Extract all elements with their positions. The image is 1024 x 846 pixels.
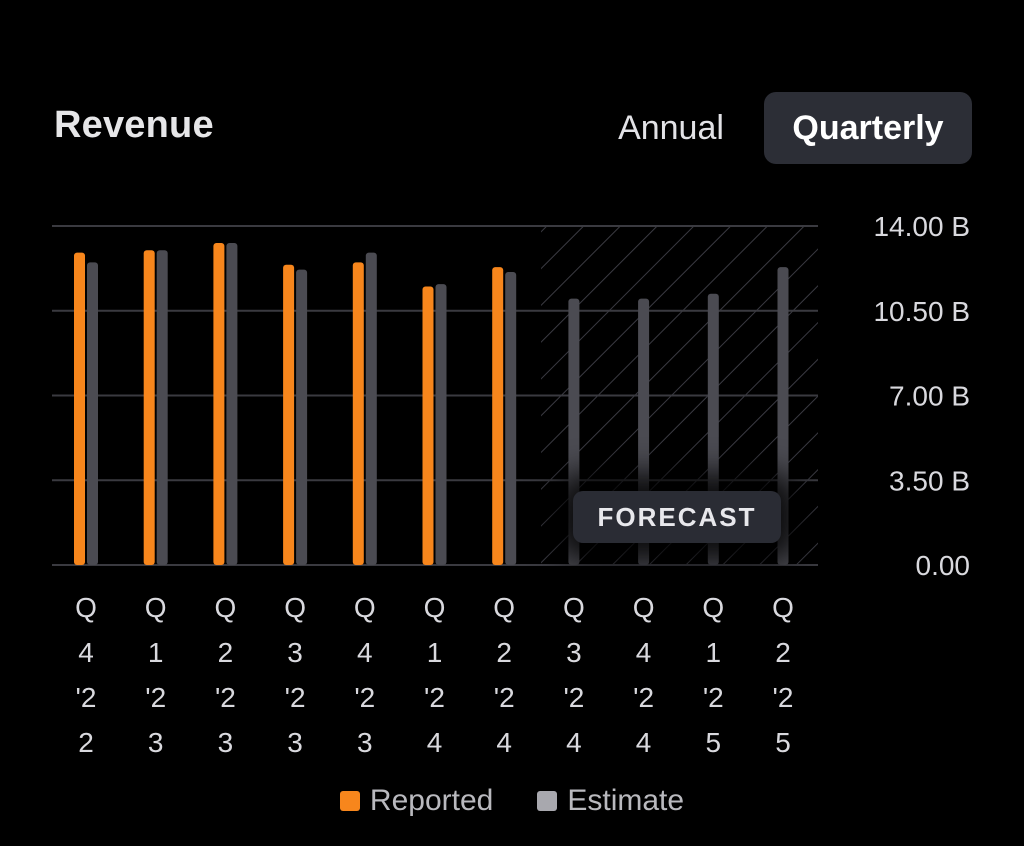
x-tick-line: 3 [218, 727, 234, 758]
chart-legend: Reported Estimate [0, 784, 1024, 818]
x-tick-label: Q 4 '2 3 [354, 592, 376, 758]
x-tick-label: Q 4 '2 2 [75, 592, 97, 758]
bar-estimate[interactable] [505, 272, 517, 565]
x-tick-line: Q [215, 592, 237, 623]
x-tick-line: '2 [424, 682, 445, 713]
legend-item-estimate: Estimate [537, 784, 684, 818]
x-tick-line: '2 [494, 682, 515, 713]
x-tick-line: '2 [76, 682, 97, 713]
x-tick-line: 4 [357, 637, 373, 668]
x-tick-line: Q [424, 592, 446, 623]
x-tick-line: 4 [636, 727, 652, 758]
x-tick-line: Q [563, 592, 585, 623]
bar-reported[interactable] [352, 262, 364, 565]
x-tick-line: 4 [427, 727, 443, 758]
x-tick-label: Q 3 '2 4 [563, 592, 585, 758]
bar-reported[interactable] [143, 250, 155, 565]
forecast-badge: FORECAST [573, 491, 781, 543]
x-tick-line: Q [493, 592, 515, 623]
x-tick-line: '2 [215, 682, 236, 713]
x-tick-line: 1 [427, 637, 443, 668]
bar-estimate[interactable] [296, 269, 308, 565]
x-tick-line: Q [75, 592, 97, 623]
bar-estimate[interactable] [365, 252, 377, 565]
bar-estimate[interactable] [156, 250, 168, 565]
x-tick-line: 3 [287, 637, 303, 668]
x-tick-line: '2 [773, 682, 794, 713]
x-tick-line: '2 [563, 682, 584, 713]
x-tick-line: Q [284, 592, 306, 623]
bar-estimate[interactable] [87, 262, 98, 565]
x-tick-line: 3 [357, 727, 373, 758]
legend-label-estimate: Estimate [567, 784, 685, 817]
annual-toggle-button[interactable]: Annual [618, 108, 724, 147]
bar-estimate[interactable] [226, 242, 238, 565]
x-tick-line: 4 [636, 637, 652, 668]
bar-reported[interactable] [74, 252, 85, 565]
x-tick-line: Q [633, 592, 655, 623]
x-tick-line: Q [354, 592, 376, 623]
legend-label-reported: Reported [369, 784, 494, 817]
x-tick-line: Q [702, 592, 724, 623]
x-tick-line: '2 [703, 682, 724, 713]
x-tick-line: 2 [775, 637, 791, 668]
x-tick-line: 4 [78, 637, 94, 668]
chart-title: Revenue [54, 104, 214, 146]
bar-reported[interactable] [492, 267, 504, 565]
y-tick-label: 10.50 B [873, 296, 970, 327]
x-tick-label: Q 1 '2 4 [424, 592, 446, 758]
x-tick-line: 1 [148, 637, 164, 668]
x-tick-line: 3 [287, 727, 303, 758]
x-tick-label: Q 2 '2 5 [772, 592, 794, 758]
y-tick-label: 0.00 [916, 550, 971, 581]
y-tick-label: 7.00 B [889, 381, 970, 412]
x-tick-line: '2 [145, 682, 166, 713]
x-tick-line: 4 [566, 727, 582, 758]
x-tick-line: 5 [775, 727, 791, 758]
reported-swatch [339, 791, 360, 811]
y-tick-label: 3.50 B [889, 465, 970, 496]
y-tick-label: 14.00 B [873, 211, 970, 242]
x-tick-line: 3 [566, 637, 582, 668]
x-tick-line: '2 [633, 682, 654, 713]
x-tick-line: 2 [218, 637, 234, 668]
x-tick-label: Q 4 '2 4 [633, 592, 655, 758]
x-tick-line: 2 [496, 637, 512, 668]
x-tick-label: Q 2 '2 4 [493, 592, 515, 758]
x-tick-line: 2 [78, 727, 94, 758]
x-tick-line: 3 [148, 727, 164, 758]
x-tick-label: Q 1 '2 5 [702, 592, 724, 758]
x-tick-line: 5 [706, 727, 722, 758]
bar-estimate[interactable] [777, 267, 789, 565]
bar-estimate[interactable] [435, 284, 447, 565]
x-tick-line: 4 [496, 727, 512, 758]
bar-reported[interactable] [422, 286, 434, 565]
estimate-swatch [537, 791, 558, 811]
legend-item-reported: Reported [339, 784, 494, 818]
x-tick-label: Q 1 '2 3 [145, 592, 167, 758]
x-tick-label: Q 3 '2 3 [284, 592, 306, 758]
x-tick-line: Q [772, 592, 794, 623]
x-tick-line: Q [145, 592, 167, 623]
quarterly-toggle-button[interactable]: Quarterly [764, 92, 972, 164]
x-tick-line: 1 [706, 637, 722, 668]
x-tick-line: '2 [285, 682, 306, 713]
bar-reported[interactable] [283, 264, 295, 565]
bar-reported[interactable] [213, 242, 225, 565]
x-tick-line: '2 [354, 682, 375, 713]
x-tick-label: Q 2 '2 3 [215, 592, 237, 758]
